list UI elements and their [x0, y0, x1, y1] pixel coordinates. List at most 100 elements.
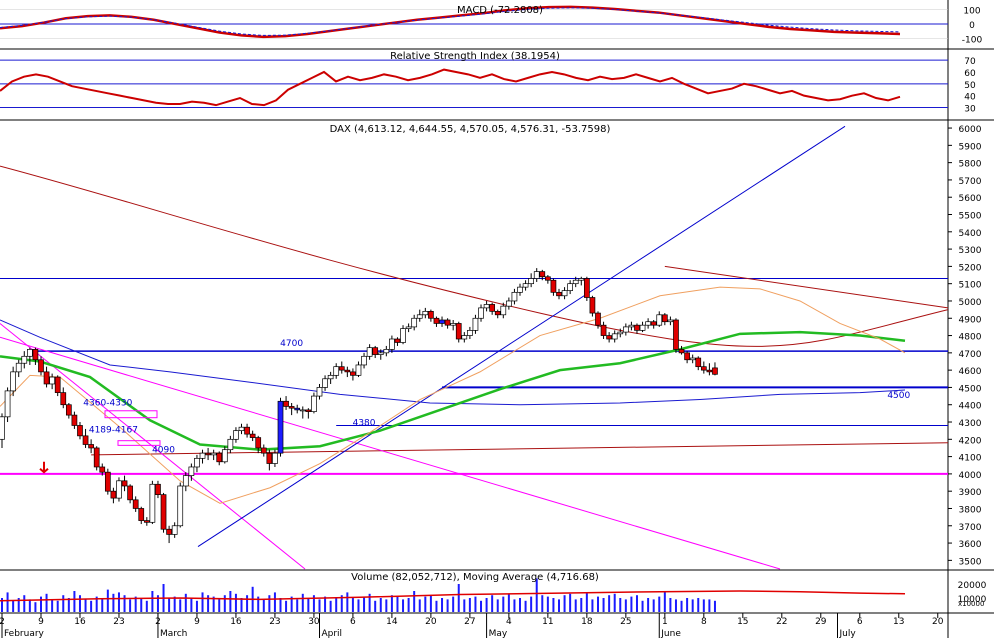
x-day-label: 4 [506, 617, 512, 627]
volume-moving-average [0, 590, 906, 602]
price-tick-label: 4500 [959, 384, 982, 394]
candle-body [93, 447, 100, 468]
candle-body [138, 508, 145, 521]
price-tick-label: 4900 [959, 315, 982, 325]
price-annotation: 4189-4167 [89, 425, 138, 435]
price-tick-label: 3900 [959, 488, 982, 498]
candle-body [428, 310, 434, 319]
x-day-label: 25 [620, 617, 631, 627]
candle-body [32, 349, 39, 361]
candle-body [21, 355, 28, 364]
price-tick-label: 5600 [959, 194, 982, 204]
x-day-label: 27 [464, 617, 475, 627]
candle-body [517, 286, 523, 293]
price-tick-label: 4100 [959, 454, 982, 464]
x-day-label: 15 [737, 617, 748, 627]
candle-body [455, 323, 462, 340]
candle-body [205, 452, 211, 456]
volume-label: Volume (82,052,712), Moving Average (4,7… [351, 572, 599, 583]
price-tick-label: 4000 [959, 471, 982, 481]
x-day-label: 29 [815, 617, 827, 627]
price-tick-label: 5100 [959, 281, 982, 291]
x-day-label: 8 [701, 617, 707, 627]
x-day-label: 18 [581, 617, 593, 627]
x-day-label: 23 [113, 617, 124, 627]
candle-body [650, 321, 657, 326]
candle-body [49, 376, 55, 385]
candle-body [166, 528, 172, 535]
candle-body [634, 324, 640, 331]
candle-body [617, 331, 624, 335]
candle-body [561, 290, 568, 297]
candle-body [405, 326, 412, 329]
candle-body [82, 435, 89, 445]
price-annotation: 4700 [280, 339, 303, 349]
macd-tick-label: 100 [963, 7, 980, 17]
candle-body [556, 291, 562, 297]
price-tick-label: 4700 [959, 350, 982, 360]
candle-body [394, 338, 401, 343]
price-annotation: 4360-4330 [83, 399, 132, 409]
candle-body [338, 366, 345, 371]
candle-body [99, 466, 106, 473]
candle-body [478, 307, 484, 319]
candle-body [344, 369, 351, 373]
candle-body [155, 483, 161, 495]
candle-body [695, 357, 702, 368]
volume-tick-label: 20000 [958, 581, 987, 591]
x-day-label: 23 [269, 617, 280, 627]
candle-body [506, 300, 512, 307]
candle-body [494, 310, 501, 316]
candle-body [377, 352, 384, 355]
price-tick-label: 4300 [959, 419, 982, 429]
x-month-label: March [160, 629, 187, 638]
candle-body [684, 352, 690, 361]
blue-uptrend-line [197, 125, 846, 547]
price-tick-label: 3600 [959, 540, 982, 550]
candle-body [0, 416, 5, 440]
candle-body [389, 338, 395, 350]
candle-body [210, 452, 217, 456]
candle-body [572, 279, 579, 285]
dark-red-line [91, 442, 949, 456]
candle-body [277, 400, 284, 454]
moving-average-long [0, 319, 906, 406]
x-day-label: 30 [308, 617, 320, 627]
candle-body [15, 362, 22, 373]
candle-body [416, 314, 423, 319]
candle-body [260, 447, 267, 454]
candle-body [533, 271, 540, 279]
candle-body [500, 305, 507, 316]
candle-body [132, 499, 139, 509]
candle-body [350, 371, 356, 376]
price-tick-label: 5200 [959, 263, 982, 273]
x-day-label: 14 [386, 617, 398, 627]
x-day-label: 11 [542, 617, 553, 627]
candle-body [400, 328, 406, 343]
volume-panel: 20000 10000 [0, 578, 987, 612]
candle-body [199, 452, 206, 459]
candle-body [472, 317, 479, 331]
down-arrow-icon [39, 461, 49, 474]
rsi-tick-label: 60 [964, 69, 976, 79]
price-tick-label: 3800 [959, 505, 982, 515]
candle-body [667, 319, 674, 323]
volume-tick-label: 10000 [958, 595, 987, 605]
candle-body [327, 374, 334, 380]
candle-body [227, 438, 234, 451]
candle-body [65, 404, 72, 416]
candle-body [628, 324, 635, 328]
price-tick-label: 5900 [959, 142, 982, 152]
macd-signal-line [0, 7, 901, 36]
price-tick-label: 5400 [959, 229, 982, 239]
candle-body [221, 449, 228, 463]
candle-body [673, 319, 679, 350]
rsi-tick-label: 70 [964, 57, 976, 67]
candle-body [288, 406, 295, 409]
volume-multiplier: x10000 [958, 600, 984, 608]
price-tick-label: 4800 [959, 333, 982, 343]
candle-body [233, 430, 239, 440]
price-panel: 3500 3600 3700 3800 3900 4000 4100 4200 4300 4400… [0, 125, 982, 570]
zone-box-4189 [117, 440, 161, 446]
